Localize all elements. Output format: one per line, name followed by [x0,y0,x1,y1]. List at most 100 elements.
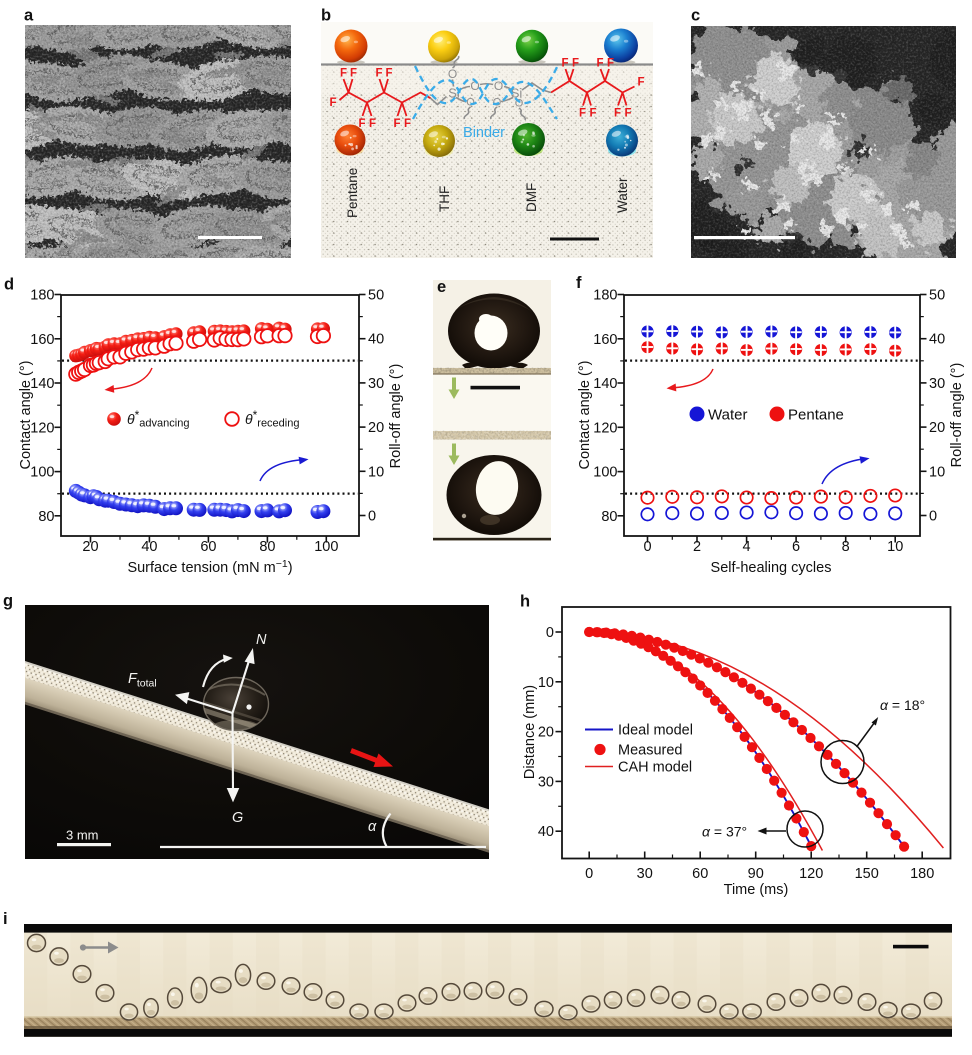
svg-text:F: F [607,58,614,70]
svg-text:F: F [340,68,347,80]
svg-text:Ideal model: Ideal model [618,723,693,739]
svg-text:d: d [4,276,14,294]
svg-text:50: 50 [929,288,945,304]
svg-text:a: a [24,7,34,25]
svg-text:Water: Water [615,177,630,213]
svg-text:f: f [576,274,582,292]
svg-text:20: 20 [929,420,945,436]
svg-text:90: 90 [748,866,764,882]
svg-text:30: 30 [637,866,653,882]
svg-text:O: O [494,79,503,93]
svg-text:10: 10 [887,539,903,555]
svg-text:120: 120 [799,866,823,882]
svg-text:F: F [596,58,603,70]
svg-text:80: 80 [259,539,275,555]
svg-text:Si: Si [511,86,523,101]
svg-text:DMF: DMF [524,183,539,212]
svg-text:i: i [3,910,8,928]
svg-text:Roll-off angle (°): Roll-off angle (°) [949,363,965,468]
svg-text:F: F [624,108,631,120]
svg-text:10: 10 [929,464,945,480]
svg-text:60: 60 [200,539,216,555]
svg-text:10: 10 [368,464,384,480]
svg-text:30: 30 [368,376,384,392]
svg-text:e: e [437,278,446,296]
svg-text:O: O [493,97,502,109]
svg-text:40: 40 [141,539,157,555]
svg-text:6: 6 [792,539,800,555]
svg-text:0: 0 [546,625,554,641]
svg-text:Roll-off angle (°): Roll-off angle (°) [388,364,404,469]
svg-text:30: 30 [538,774,554,790]
svg-text:F: F [614,108,621,120]
svg-text:F: F [375,68,382,80]
svg-text:Si: Si [448,86,460,101]
svg-text:O: O [515,98,524,110]
svg-text:N: N [256,632,267,648]
svg-text:3 mm: 3 mm [66,828,99,843]
svg-text:α = 18°: α = 18° [880,697,925,713]
svg-text:g: g [3,592,13,610]
svg-text:G: G [232,810,243,826]
svg-text:F: F [404,118,411,130]
svg-text:Distance (mm): Distance (mm) [522,685,538,779]
svg-text:8: 8 [842,539,850,555]
svg-text:150: 150 [855,866,879,882]
svg-text:Pentane: Pentane [788,407,844,424]
svg-text:10: 10 [538,675,554,691]
svg-text:4: 4 [743,539,751,555]
svg-text:b: b [321,7,331,25]
svg-text:100: 100 [30,465,54,481]
svg-text:180: 180 [30,288,54,304]
svg-text:0: 0 [368,509,376,525]
svg-text:F: F [637,77,644,89]
svg-text:O: O [448,67,457,81]
svg-text:120: 120 [593,420,617,436]
svg-text:60: 60 [692,866,708,882]
svg-text:Contact angle (°): Contact angle (°) [577,361,593,470]
svg-text:F: F [579,108,586,120]
svg-text:80: 80 [38,509,54,525]
svg-text:c: c [691,7,700,25]
svg-text:0: 0 [929,509,937,525]
svg-text:F: F [350,68,357,80]
svg-text:F: F [358,118,365,130]
svg-text:α = 37°: α = 37° [702,824,747,840]
svg-text:F: F [572,58,579,70]
svg-text:100: 100 [593,465,617,481]
svg-text:Pentane: Pentane [345,168,360,218]
svg-text:80: 80 [601,509,617,525]
svg-text:40: 40 [538,824,554,840]
svg-text:0: 0 [643,539,651,555]
svg-text:180: 180 [910,866,934,882]
svg-text:100: 100 [314,539,338,555]
svg-text:40: 40 [929,332,945,348]
svg-text:F: F [393,118,400,130]
svg-text:Binder: Binder [463,125,505,141]
svg-text:40: 40 [368,332,384,348]
svg-text:F: F [561,58,568,70]
svg-text:F: F [385,68,392,80]
svg-text:30: 30 [929,376,945,392]
svg-text:α: α [368,819,377,835]
svg-text:CAH model: CAH model [618,760,692,776]
svg-text:120: 120 [30,420,54,436]
svg-text:50: 50 [368,288,384,304]
svg-text:20: 20 [538,725,554,741]
svg-text:20: 20 [82,539,98,555]
svg-text:0: 0 [585,866,593,882]
svg-text:O: O [470,79,479,93]
svg-text:140: 140 [30,376,54,392]
svg-text:2: 2 [693,539,701,555]
svg-text:160: 160 [593,332,617,348]
svg-text:Measured: Measured [618,743,682,759]
svg-text:20: 20 [368,420,384,436]
svg-text:F: F [329,97,336,109]
svg-text:Water: Water [708,407,747,424]
svg-text:140: 140 [593,376,617,392]
svg-text:h: h [520,593,530,611]
svg-text:THF: THF [437,186,452,212]
svg-text:F: F [589,108,596,120]
svg-text:160: 160 [30,332,54,348]
svg-text:Time (ms): Time (ms) [724,882,789,898]
